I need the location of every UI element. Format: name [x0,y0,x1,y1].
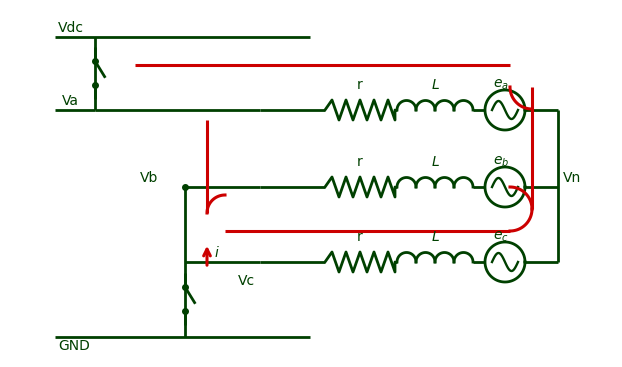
Text: Va: Va [62,94,79,108]
Text: i: i [215,246,219,260]
Text: L: L [431,78,439,92]
Text: r: r [357,78,363,92]
Text: r: r [357,155,363,169]
Text: $e_c$: $e_c$ [493,230,509,244]
Text: Vb: Vb [140,171,159,185]
Text: $e_a$: $e_a$ [493,77,509,92]
Text: GND: GND [58,339,90,353]
Text: Vc: Vc [238,274,255,288]
Text: L: L [431,155,439,169]
Text: L: L [431,230,439,244]
Text: Vdc: Vdc [58,21,84,35]
Text: $e_b$: $e_b$ [493,155,509,169]
Text: r: r [357,230,363,244]
Text: Vn: Vn [563,171,581,185]
